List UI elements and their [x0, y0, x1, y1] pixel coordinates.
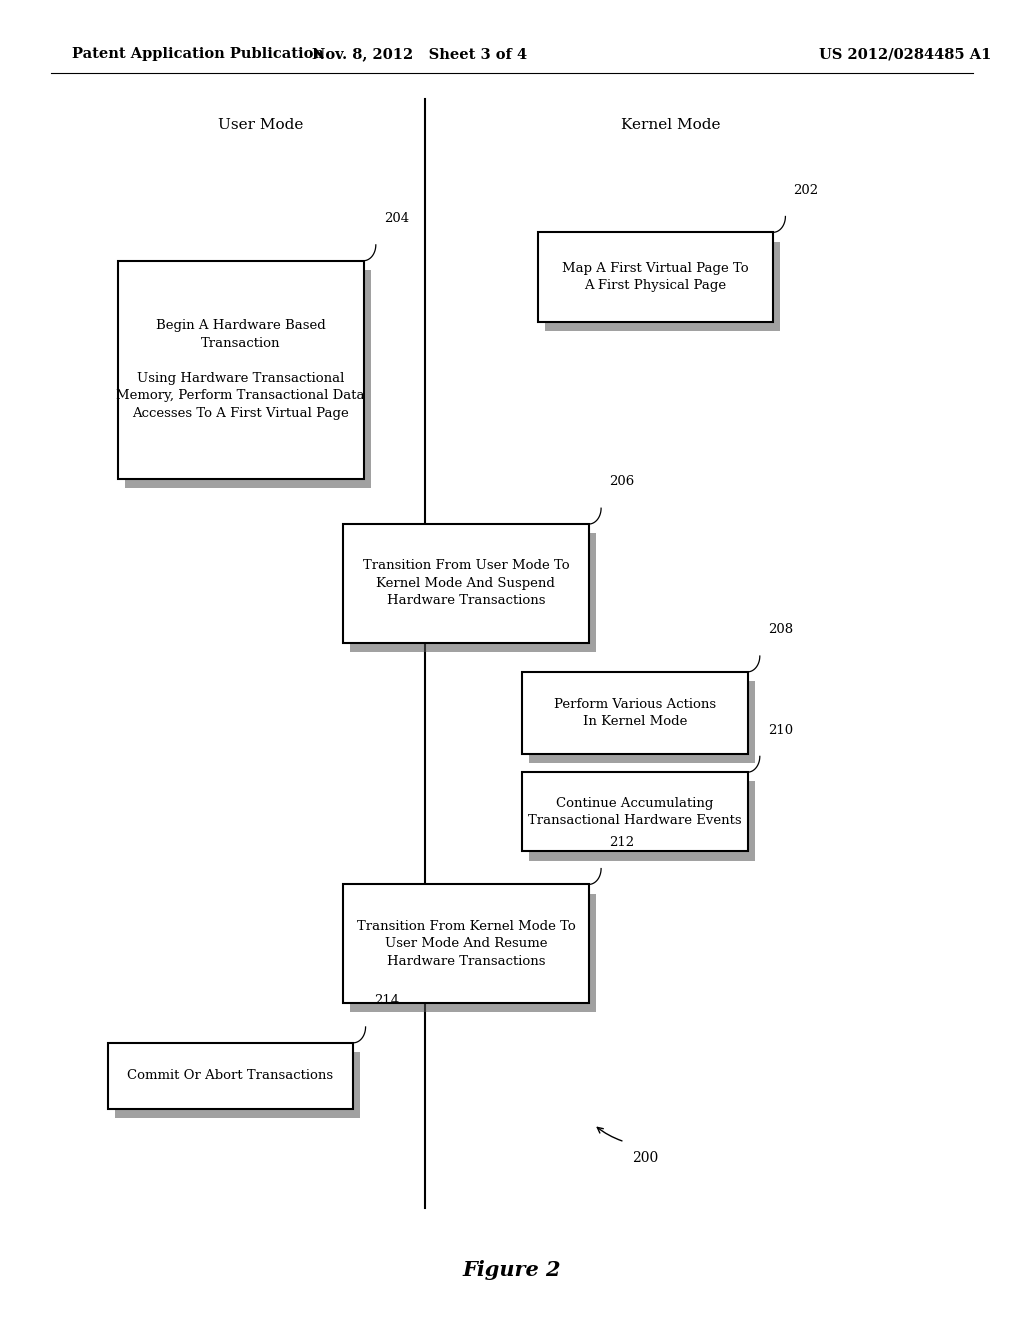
Text: Figure 2: Figure 2: [463, 1259, 561, 1280]
FancyBboxPatch shape: [545, 242, 780, 331]
FancyBboxPatch shape: [115, 1052, 360, 1118]
FancyBboxPatch shape: [529, 781, 755, 861]
FancyBboxPatch shape: [108, 1043, 353, 1109]
FancyBboxPatch shape: [522, 672, 748, 754]
Text: 214: 214: [374, 994, 399, 1007]
FancyBboxPatch shape: [529, 681, 755, 763]
Text: US 2012/0284485 A1: US 2012/0284485 A1: [819, 48, 991, 61]
FancyBboxPatch shape: [125, 271, 371, 488]
Text: Patent Application Publication: Patent Application Publication: [72, 48, 324, 61]
Text: Begin A Hardware Based
Transaction

Using Hardware Transactional
Memory, Perform: Begin A Hardware Based Transaction Using…: [117, 319, 365, 420]
Text: Nov. 8, 2012   Sheet 3 of 4: Nov. 8, 2012 Sheet 3 of 4: [312, 48, 527, 61]
Text: Continue Accumulating
Transactional Hardware Events: Continue Accumulating Transactional Hard…: [528, 796, 741, 828]
Text: Commit Or Abort Transactions: Commit Or Abort Transactions: [127, 1069, 334, 1082]
Text: 200: 200: [632, 1151, 658, 1166]
FancyBboxPatch shape: [343, 524, 589, 643]
Text: 206: 206: [609, 475, 635, 488]
Text: 210: 210: [768, 723, 794, 737]
FancyBboxPatch shape: [522, 772, 748, 851]
Text: Kernel Mode: Kernel Mode: [621, 119, 721, 132]
FancyBboxPatch shape: [350, 894, 596, 1012]
Text: 204: 204: [384, 213, 410, 224]
Text: User Mode: User Mode: [218, 119, 304, 132]
Text: Map A First Virtual Page To
A First Physical Page: Map A First Virtual Page To A First Phys…: [562, 261, 749, 293]
FancyBboxPatch shape: [118, 261, 364, 479]
Text: Transition From Kernel Mode To
User Mode And Resume
Hardware Transactions: Transition From Kernel Mode To User Mode…: [356, 920, 575, 968]
Text: Transition From User Mode To
Kernel Mode And Suspend
Hardware Transactions: Transition From User Mode To Kernel Mode…: [362, 560, 569, 607]
FancyBboxPatch shape: [538, 232, 773, 322]
Text: 202: 202: [794, 183, 819, 197]
Text: 208: 208: [768, 623, 794, 636]
Text: Perform Various Actions
In Kernel Mode: Perform Various Actions In Kernel Mode: [554, 697, 716, 729]
FancyBboxPatch shape: [350, 533, 596, 652]
Text: 212: 212: [609, 836, 635, 849]
FancyBboxPatch shape: [343, 884, 589, 1003]
